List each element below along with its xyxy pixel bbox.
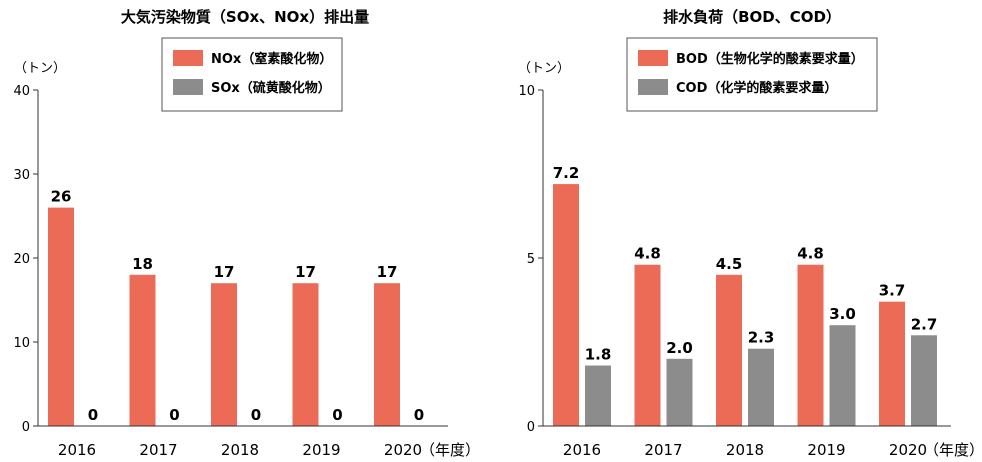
data-label: 0 xyxy=(414,406,424,424)
data-label: 26 xyxy=(51,188,72,206)
y-tick-label: 40 xyxy=(13,84,30,99)
bars: 7.2 1.8 4.8 2.0 4.5 2.3 4.8 3.0 3.7 2.7 xyxy=(553,164,938,426)
chart-title: 大気汚染物質（SOx、NOx）排出量 xyxy=(121,8,369,26)
y-tick-label: 30 xyxy=(13,168,30,183)
y-tick-label: 5 xyxy=(527,252,535,267)
legend-swatch-cod xyxy=(638,79,668,95)
x-tick-label: 2017 xyxy=(139,441,177,459)
data-label: 2.7 xyxy=(911,315,938,333)
data-label: 17 xyxy=(214,263,235,281)
y-tick-label: 10 xyxy=(518,84,535,99)
bar xyxy=(911,335,937,426)
data-label: 18 xyxy=(132,255,153,273)
legend-box xyxy=(161,37,343,112)
legend-swatch-nox xyxy=(173,50,203,66)
legend-swatch-bod xyxy=(638,50,668,66)
bar xyxy=(48,207,74,426)
data-label: 0 xyxy=(251,406,261,424)
y-tick-label: 0 xyxy=(527,420,535,435)
x-tick-label: 2019 xyxy=(302,441,340,459)
x-tick-label: 2018 xyxy=(726,441,764,459)
bars: 26 0 18 0 17 0 17 0 17 0 xyxy=(48,188,424,426)
bar xyxy=(829,325,856,426)
y-tick-label: 0 xyxy=(22,420,30,435)
wastewater-chart: 排水負荷（BOD、COD） （トン） BOD（生物化学的酸素要求量） COD（化… xyxy=(518,8,982,459)
y-axis-ticks: 0 10 20 30 40 xyxy=(13,84,38,435)
data-label: 4.8 xyxy=(797,245,824,263)
data-label: 0 xyxy=(332,406,342,424)
bar xyxy=(292,283,319,426)
y-axis-unit: （トン） xyxy=(14,61,66,76)
data-label: 2.3 xyxy=(748,329,775,347)
data-label: 4.5 xyxy=(716,255,743,273)
bar xyxy=(129,274,156,426)
bar xyxy=(879,301,905,426)
data-label: 17 xyxy=(295,263,316,281)
x-axis-ticks: 2016 2017 2018 2019 2020 xyxy=(58,441,422,459)
data-label: 2.0 xyxy=(666,339,693,357)
bar xyxy=(585,365,611,426)
x-tick-label: 2016 xyxy=(563,441,601,459)
data-label: 3.7 xyxy=(879,282,906,300)
legend-box xyxy=(626,37,878,112)
legend-label-cod: COD（化学的酸素要求量） xyxy=(676,80,837,96)
y-axis-unit: （トン） xyxy=(518,61,570,76)
bar xyxy=(211,283,237,426)
y-tick-label: 20 xyxy=(13,252,30,267)
x-tick-label: 2018 xyxy=(221,441,259,459)
data-label: 7.2 xyxy=(553,164,580,182)
data-label: 0 xyxy=(169,406,179,424)
x-tick-label: 2016 xyxy=(58,441,96,459)
data-label: 4.8 xyxy=(634,245,661,263)
legend-swatch-sox xyxy=(173,79,203,95)
chart-title: 排水負荷（BOD、COD） xyxy=(663,8,841,26)
bar xyxy=(374,283,400,426)
emissions-chart: 大気汚染物質（SOx、NOx）排出量 （トン） NOx（窒素酸化物） SOx（硫… xyxy=(13,8,480,459)
data-label: 3.0 xyxy=(829,305,856,323)
legend: NOx（窒素酸化物） SOx（硫黄酸化物） xyxy=(161,37,343,112)
bar xyxy=(553,184,579,426)
data-label: 1.8 xyxy=(585,346,612,364)
bar xyxy=(634,264,661,426)
x-tick-label: 2019 xyxy=(807,441,845,459)
x-tick-label: 2017 xyxy=(644,441,682,459)
bar xyxy=(748,348,774,426)
x-axis-unit: （年度） xyxy=(420,441,480,459)
legend: BOD（生物化学的酸素要求量） COD（化学的酸素要求量） xyxy=(626,37,878,112)
x-axis-unit: （年度） xyxy=(924,441,982,459)
bar xyxy=(666,358,693,426)
data-label: 17 xyxy=(377,263,398,281)
legend-label-bod: BOD（生物化学的酸素要求量） xyxy=(676,51,864,67)
legend-label-nox: NOx（窒素酸化物） xyxy=(211,51,332,67)
x-tick-label: 2020 xyxy=(889,441,927,459)
x-tick-label: 2020 xyxy=(384,441,422,459)
y-axis-ticks: 0 5 10 xyxy=(518,84,543,435)
legend-label-sox: SOx（硫黄酸化物） xyxy=(211,80,331,96)
bar xyxy=(797,264,824,426)
bar xyxy=(716,274,742,426)
data-label: 0 xyxy=(88,406,98,424)
x-axis-ticks: 2016 2017 2018 2019 2020 xyxy=(563,441,927,459)
y-tick-label: 10 xyxy=(13,336,30,351)
